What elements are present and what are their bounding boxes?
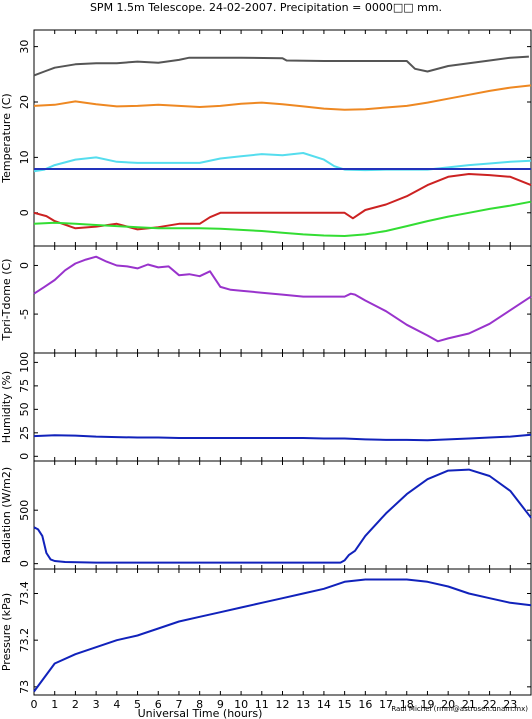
author-credit: Raul Michel (rmm@astrosen.unam.mx) <box>391 705 528 713</box>
y-tick-label: 73.4 <box>18 581 31 606</box>
panel-frame <box>33 568 532 696</box>
panel-2: 0 25 50 75 100 Humidity (%) <box>0 352 532 462</box>
y-tick-label: -5 <box>18 309 31 320</box>
panel-frame <box>33 460 532 570</box>
x-tick-label: 9 <box>217 698 224 711</box>
x-tick-label: 11 <box>255 698 269 711</box>
chart-title: SPM 1.5m Telescope. 24-02-2007. Precipit… <box>89 1 443 14</box>
x-tick-label: 13 <box>296 698 310 711</box>
x-tick-label: 21 <box>462 698 476 711</box>
y-tick-label: 30 <box>18 40 31 54</box>
y-tick-label: 100 <box>18 352 31 373</box>
y-tick-label: 73.2 <box>18 628 31 653</box>
x-tick-label: 22 <box>483 698 497 711</box>
x-tick-label: 5 <box>134 698 141 711</box>
y-axis-label: Temperature (C) <box>0 93 13 183</box>
x-tick-label: 0 <box>31 698 38 711</box>
x-axis: 0 1 2 3 4 5 6 7 8 9 10 11 12 13 14 15 16 17 18 19 20 21 22 23Un… <box>31 698 518 719</box>
x-tick-label: 17 <box>379 698 393 711</box>
panel-4: 73 73.2 73.4 Pressure (kPa) <box>0 568 532 696</box>
y-tick-label: 75 <box>18 379 31 393</box>
x-tick-label: 19 <box>420 698 434 711</box>
y-tick-label: 25 <box>18 426 31 440</box>
series-line-0-5 <box>33 200 532 237</box>
y-tick-label: 0 <box>18 560 31 567</box>
series-line-0-2 <box>33 152 532 173</box>
y-tick-label: 10 <box>18 150 31 164</box>
x-tick-label: 1 <box>51 698 58 711</box>
x-tick-label: 14 <box>317 698 331 711</box>
series-line-4-0 <box>33 578 532 693</box>
panel-0: 0 10 20 30 Temperature (C) <box>0 29 532 247</box>
x-tick-label: 23 <box>503 698 517 711</box>
y-tick-label: 73 <box>18 680 31 694</box>
series-line-2-0 <box>33 433 532 442</box>
series-line-0-0 <box>33 55 529 77</box>
y-axis-label: Pressure (kPa) <box>0 593 13 671</box>
y-axis-label: Tpri-Tdome (C) <box>0 259 13 342</box>
x-tick-label: 4 <box>113 698 120 711</box>
x-tick-label: 12 <box>276 698 290 711</box>
x-tick-label: 10 <box>234 698 248 711</box>
x-tick-label: 18 <box>400 698 414 711</box>
x-tick-label: 20 <box>441 698 455 711</box>
x-tick-label: 6 <box>155 698 162 711</box>
y-axis-label: Humidity (%) <box>0 371 13 443</box>
panel-frame <box>33 352 532 462</box>
y-tick-label: 50 <box>18 402 31 416</box>
y-tick-label: 0 <box>18 262 31 269</box>
series-line-0-1 <box>33 84 532 111</box>
series-line-0-4 <box>33 173 532 231</box>
panel-3: 0 500 Radiation (W/m2) <box>0 460 532 570</box>
x-tick-label: 8 <box>196 698 203 711</box>
x-tick-label: 16 <box>358 698 372 711</box>
x-tick-label: 2 <box>72 698 79 711</box>
x-axis-label: Universal Time (hours) <box>138 707 263 719</box>
y-tick-label: 0 <box>18 453 31 460</box>
y-tick-label: 0 <box>18 209 31 216</box>
panel-1: 0 -5 Tpri-Tdome (C) <box>0 245 532 354</box>
series-line-3-0 <box>33 468 532 564</box>
x-tick-label: 15 <box>338 698 352 711</box>
x-tick-label: 7 <box>175 698 182 711</box>
x-tick-label: 3 <box>93 698 100 711</box>
y-tick-label: 20 <box>18 95 31 109</box>
y-tick-label: 500 <box>18 500 31 521</box>
y-axis-label: Radiation (W/m2) <box>0 467 13 563</box>
series-line-1-0 <box>33 255 532 343</box>
